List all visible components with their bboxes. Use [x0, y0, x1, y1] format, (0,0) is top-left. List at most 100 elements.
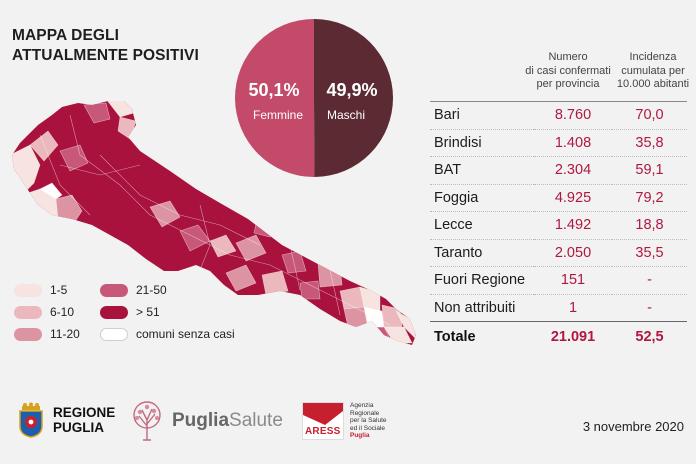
column-header-incidence-line-1: Incidenza: [629, 51, 677, 63]
map-area-bari-se-2: [253, 214, 277, 238]
legend-item-11-20: 11-20: [14, 327, 80, 341]
puglia-choropleth-map: [12, 101, 416, 345]
total-label: Totale: [430, 321, 534, 352]
pie-value-femmine: 50,1%: [248, 80, 299, 100]
page-title: MAPPA DEGLI ATTUALMENTE POSITIVI: [12, 26, 199, 66]
legend-item-none: comuni senza casi: [100, 327, 235, 341]
regione-line-1: REGIONE: [53, 405, 116, 420]
legend-swatch-51: [100, 305, 128, 319]
province-name: Bari: [430, 101, 534, 129]
pie-slice-maschi: [314, 19, 394, 177]
legend-label-6-10: 6-10: [50, 305, 75, 319]
aress-line-3: per la Salute: [350, 417, 387, 425]
table-row: Bari 8.760 70,0: [430, 101, 687, 129]
legend-item-51: > 51: [100, 305, 160, 319]
map-area-foggia-plain: [59, 144, 89, 172]
province-cases: 8.760: [534, 101, 612, 129]
aress-line-1: Agenzia: [350, 402, 374, 409]
map-area-apennine: [55, 194, 83, 224]
province-name: Taranto: [430, 238, 534, 267]
map-border-lines: [39, 114, 391, 326]
map-area-taranto-e: [261, 270, 289, 296]
province-name: Brindisi: [430, 128, 534, 157]
province-cases: 1.408: [534, 128, 612, 157]
province-cases: 2.304: [534, 156, 612, 184]
map-area-gargano-c: [83, 102, 111, 124]
map-area-brindisi-2: [299, 280, 321, 300]
province-cases: 2.050: [534, 238, 612, 267]
aress-mark-icon: [303, 403, 343, 425]
aress-line-5: Puglia: [350, 432, 370, 440]
map-area-bari-se: [235, 234, 267, 262]
legend-label-51: > 51: [136, 305, 160, 319]
column-header-cases: Numero di casi confermati per provincia: [513, 51, 623, 92]
legend-label-none: comuni senza casi: [136, 327, 235, 341]
legend-item-6-10: 6-10: [14, 305, 74, 319]
table-row: Brindisi 1.408 35,8: [430, 128, 687, 157]
legend-swatch-none: [100, 327, 128, 341]
province-incidence: -: [612, 293, 687, 322]
province-cases: 1.492: [534, 211, 612, 239]
map-area-murge-2: [209, 234, 237, 258]
salute-word: Salute: [229, 410, 283, 431]
column-header-cases-line-1: Numero: [548, 51, 588, 63]
province-cases: 1: [534, 293, 612, 322]
province-incidence: 18,8: [612, 211, 687, 239]
legend-swatch-1-5: [14, 283, 42, 297]
map-area-taranto-w: [225, 264, 257, 292]
legend-swatch-6-10: [14, 305, 42, 319]
table-row: Lecce 1.492 18,8: [430, 211, 687, 239]
province-cases: 151: [534, 266, 612, 294]
total-cases: 21.091: [534, 321, 612, 352]
total-incidence: 52,5: [612, 321, 687, 352]
column-header-cases-line-3: per provincia: [536, 78, 600, 90]
province-name: Fuori Regione: [430, 266, 534, 294]
regione-puglia-logo: REGIONE PUGLIA: [18, 402, 115, 438]
aress-wordmark: ARESS: [305, 426, 341, 437]
province-table: Bari 8.760 70,0 Brindisi 1.408 35,8 BAT …: [430, 101, 687, 352]
regione-crest-icon: [19, 402, 43, 438]
table-row: BAT 2.304 59,1: [430, 156, 687, 184]
aress-logo: ARESS Agenzia Regionale per la Salute ed…: [302, 402, 387, 440]
province-cases: 4.925: [534, 183, 612, 212]
legend-label-11-20: 11-20: [50, 327, 80, 341]
gender-pie-chart: 50,1% 49,9% Femmine Maschi: [235, 19, 394, 177]
aress-line-4: ed il Sociale: [350, 424, 386, 432]
title-line-1: MAPPA DEGLI: [12, 27, 120, 44]
tree-icon: [133, 401, 161, 441]
puglia-salute-logo: PugliaSalute: [128, 400, 283, 442]
title-line-2: ATTUALMENTE POSITIVI: [12, 47, 199, 64]
province-incidence: 70,0: [612, 101, 687, 129]
legend-swatch-11-20: [14, 327, 42, 341]
table-row: Taranto 2.050 35,5: [430, 238, 687, 267]
column-header-cases-line-2: di casi confermati: [525, 64, 611, 77]
province-incidence: -: [612, 266, 687, 294]
column-header-incidence-line-3: 10.000 abitanti: [616, 78, 690, 90]
pie-label-femmine: Femmine: [253, 108, 303, 122]
pie-value-maschi: 49,9%: [326, 80, 377, 100]
legend-label-21-50: 21-50: [136, 283, 167, 297]
province-incidence: 35,5: [612, 238, 687, 267]
legend-item-1-5: 1-5: [14, 283, 67, 297]
pie-label-maschi: Maschi: [327, 108, 365, 122]
legend-label-1-5: 1-5: [50, 283, 68, 297]
map-area-brindisi: [317, 262, 343, 288]
report-date: 3 novembre 2020: [582, 419, 684, 434]
column-header-incidence-line-2: cumulata per: [621, 64, 685, 77]
province-name: Non attribuiti: [430, 293, 534, 322]
legend-item-21-50: 21-50: [100, 283, 167, 297]
pie-slice-femmine: [235, 19, 315, 177]
province-incidence: 59,1: [612, 156, 687, 184]
regione-line-2: PUGLIA: [53, 420, 105, 435]
column-header-incidence: Incidenza cumulata per 10.000 abitanti: [608, 51, 696, 92]
province-name: BAT: [430, 156, 534, 184]
province-name: Foggia: [430, 183, 534, 212]
province-name: Lecce: [430, 211, 534, 239]
province-incidence: 35,8: [612, 128, 687, 157]
table-row: Fuori Regione 151 -: [430, 266, 687, 294]
map-area-salento-8: [395, 310, 416, 340]
table-row: Non attribuiti 1 -: [430, 293, 687, 322]
table-total-row: Totale 21.091 52,5: [430, 321, 687, 352]
aress-line-2: Regionale: [350, 409, 380, 417]
legend-swatch-21-50: [100, 283, 128, 297]
